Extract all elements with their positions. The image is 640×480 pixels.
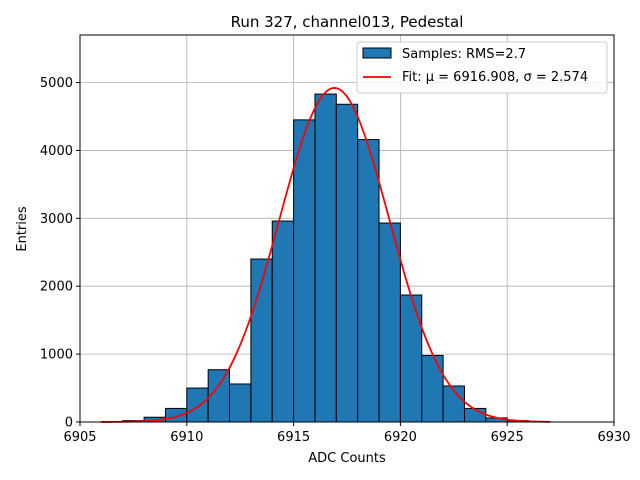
- plot-frame: [79, 34, 615, 423]
- fit-curve: [101, 87, 550, 423]
- y-tick-label: 3000: [40, 212, 73, 227]
- histogram-bar: [271, 220, 295, 423]
- x-tick-label: 6905: [63, 430, 96, 445]
- legend: Samples: RMS=2.7 Fit: μ = 6916.908, σ = …: [356, 41, 608, 94]
- histogram-bar: [229, 383, 252, 423]
- x-tick-label: 6910: [170, 430, 203, 445]
- x-tick-label: 6930: [597, 430, 630, 445]
- chart-title: Run 327, channel013, Pedestal: [231, 13, 464, 31]
- histogram-bar: [335, 103, 359, 423]
- y-tick-label: 5000: [40, 76, 73, 91]
- x-tick-label: 6915: [277, 430, 310, 445]
- histogram-bar: [378, 222, 401, 423]
- x-axis-label: ADC Counts: [308, 451, 386, 466]
- y-axis-ticks: 0 1000 2000 3000 4000 5000: [40, 76, 80, 431]
- histogram-bars: [100, 93, 551, 423]
- legend-histogram-swatch: [362, 47, 392, 59]
- histogram-bar: [357, 139, 380, 423]
- histogram-bar: [463, 407, 487, 423]
- y-tick-label: 2000: [40, 280, 73, 295]
- y-tick-label: 0: [65, 416, 73, 431]
- legend-fit-label: Fit: μ = 6916.908, σ = 2.574: [402, 70, 588, 85]
- fit-curve-group: [101, 87, 550, 423]
- histogram-bar: [314, 93, 337, 423]
- histogram-bar: [186, 387, 209, 423]
- histogram-bar: [293, 119, 316, 423]
- y-axis-label: Entries: [15, 206, 30, 252]
- histogram-bar: [164, 407, 188, 423]
- x-tick-label: 6920: [384, 430, 417, 445]
- x-axis-ticks: 6905 6910 6915 6920 6925 6930: [63, 422, 631, 445]
- y-tick-label: 4000: [40, 144, 73, 159]
- x-tick-label: 6925: [491, 430, 524, 445]
- legend-box: [356, 41, 608, 94]
- histogram-bar: [421, 354, 444, 423]
- legend-histogram-label: Samples: RMS=2.7: [402, 47, 526, 62]
- y-tick-label: 1000: [40, 348, 73, 363]
- histogram-bar: [399, 294, 423, 423]
